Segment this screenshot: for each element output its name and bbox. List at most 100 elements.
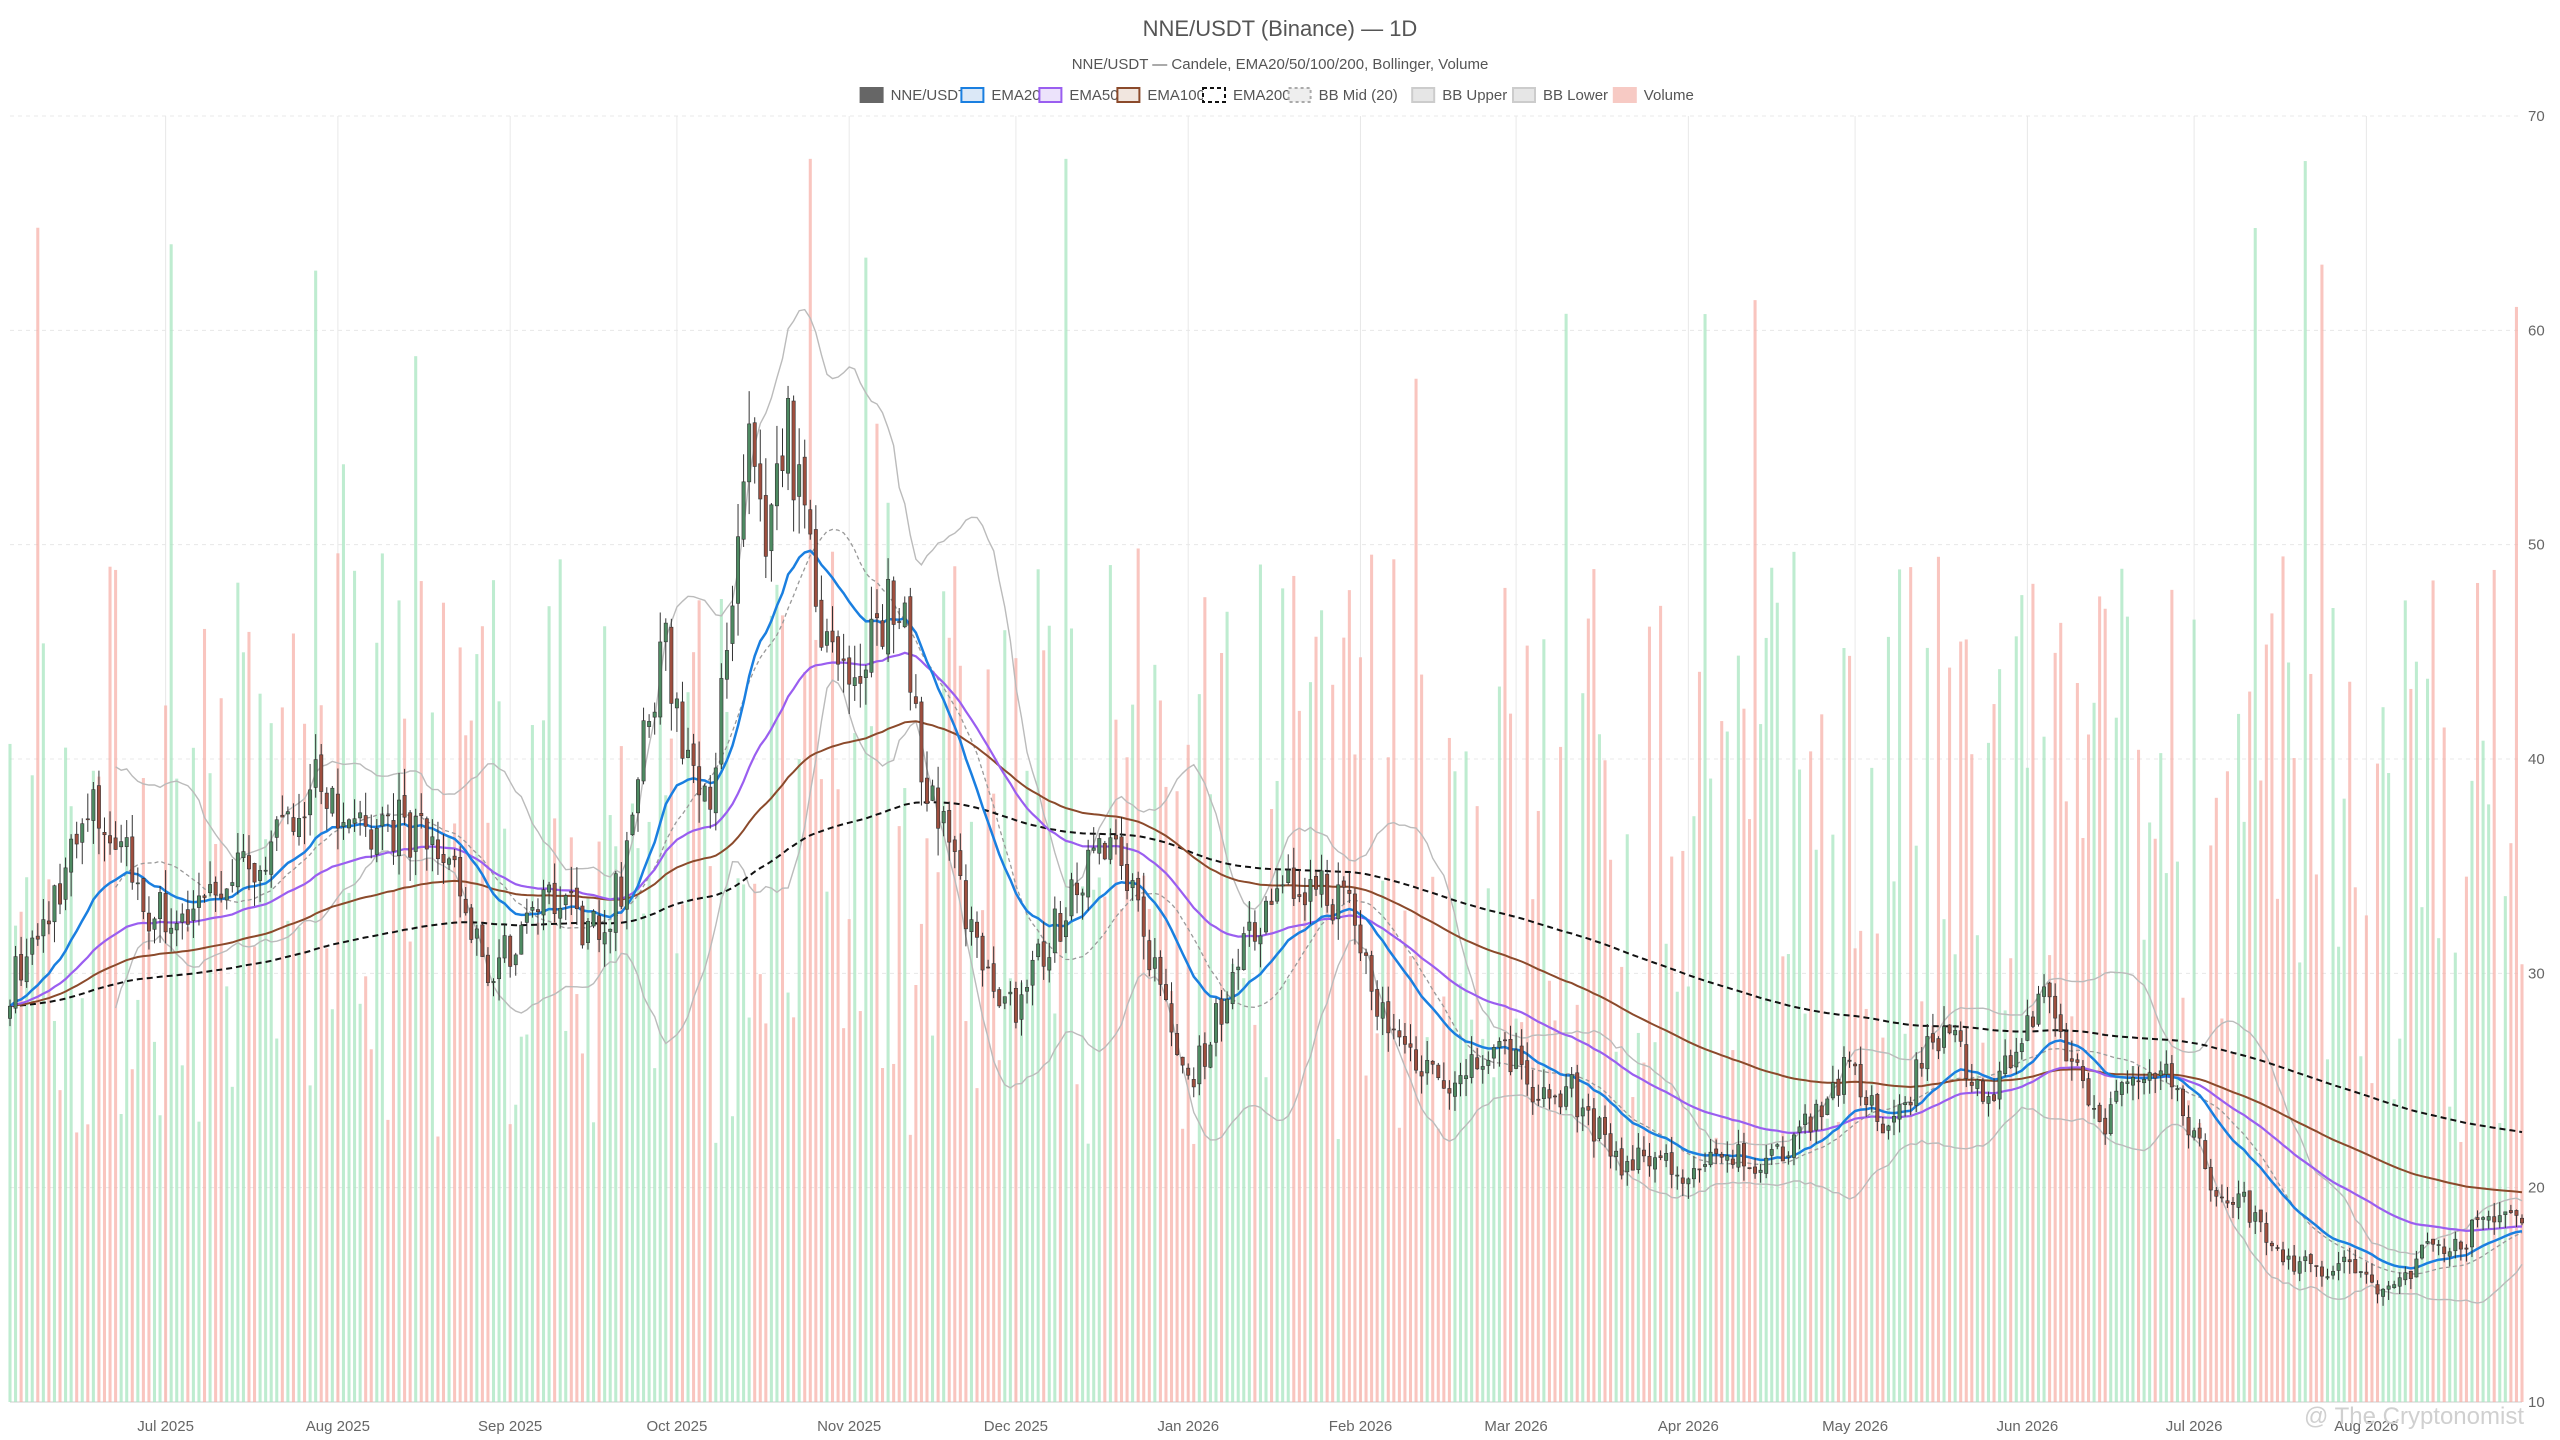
legend-swatch: [1612, 87, 1637, 103]
volume-bar: [130, 1069, 134, 1402]
candle-body: [2520, 1217, 2524, 1224]
legend-item-bb-mid: BB Mid (20): [1287, 87, 1398, 104]
volume-bar: [1097, 877, 1101, 1402]
volume-bar: [2431, 580, 2435, 1402]
candle-body: [2486, 1216, 2491, 1221]
volume-bar: [1675, 991, 1679, 1402]
candle-body: [1436, 1064, 1441, 1079]
candle-body: [219, 893, 224, 899]
volume-bar: [1848, 655, 1852, 1402]
candle-body: [780, 455, 785, 471]
volume-bar: [1092, 889, 1096, 1402]
candle-body: [1464, 1075, 1469, 1080]
candle-body: [2364, 1271, 2369, 1275]
volume-bar: [636, 848, 640, 1402]
volume-bar: [1397, 1127, 1401, 1402]
volume-bar: [1086, 1143, 1090, 1402]
volume-bar: [1147, 908, 1151, 1402]
candle-body: [530, 907, 535, 911]
candle-body: [435, 839, 440, 860]
volume-bar: [241, 652, 245, 1402]
x-tick-label: Nov 2025: [817, 1418, 881, 1435]
candle-body: [1364, 952, 1368, 956]
candle-body: [1347, 889, 1352, 894]
volume-bar: [2203, 1143, 2207, 1402]
candle-body: [2325, 1276, 2330, 1279]
candle-body: [202, 895, 207, 898]
volume-bar: [931, 1035, 935, 1402]
candle-body: [1580, 1107, 1585, 1117]
candle-body: [1164, 984, 1168, 1000]
candle-body: [1341, 880, 1346, 888]
volume-bar: [2292, 758, 2296, 1402]
candle-body: [113, 837, 118, 850]
volume-bar: [1875, 933, 1879, 1402]
volume-bar: [275, 1038, 279, 1402]
volume-bar: [2359, 1056, 2363, 1402]
volume-bar: [2348, 681, 2352, 1402]
volume-bar: [475, 654, 479, 1402]
candle-body: [1025, 987, 1029, 992]
volume-bar: [258, 693, 262, 1402]
volume-bar: [186, 927, 190, 1402]
volume-bar: [1103, 896, 1107, 1402]
volume-bar: [553, 818, 557, 1402]
volume-bar: [1270, 809, 1274, 1402]
volume-bar: [1458, 983, 1463, 1402]
candle-body: [925, 777, 929, 804]
candle-body: [952, 839, 957, 852]
candle-body: [430, 836, 435, 845]
volume-bar: [608, 815, 612, 1402]
volume-bar: [1114, 719, 1118, 1402]
candle-body: [1091, 847, 1096, 851]
candles: [8, 385, 2524, 1306]
candle-body: [2275, 1247, 2280, 1249]
volume-bar: [230, 1086, 234, 1402]
volume-bar: [1998, 669, 2002, 1402]
candle-body: [1314, 875, 1318, 890]
volume-bar: [842, 1028, 846, 1402]
volume-bar: [975, 1088, 979, 1402]
y-tick-label: 70: [2528, 108, 2545, 125]
volume-bar: [692, 652, 696, 1402]
volume-bar: [214, 844, 218, 1402]
candle-body: [1158, 956, 1163, 985]
volume-bar: [358, 1003, 362, 1402]
candle-body: [963, 880, 968, 930]
candle-body: [1063, 920, 1068, 938]
volume-bar: [380, 553, 384, 1402]
candle-body: [1452, 1082, 1457, 1097]
candle-body: [319, 754, 324, 792]
candle-body: [1247, 921, 1252, 931]
candle-body: [2214, 1190, 2219, 1197]
candle-body: [819, 599, 824, 648]
candle-body: [1997, 1070, 2002, 1100]
candle-body: [680, 701, 685, 759]
volume-bar: [2003, 1010, 2007, 1402]
candle-body: [1814, 1103, 1819, 1131]
volume-bar: [2320, 264, 2324, 1403]
candle-body: [1730, 1158, 1735, 1165]
candle-body: [886, 578, 891, 655]
candle-body: [1803, 1113, 1808, 1125]
volume-bar: [425, 858, 429, 1402]
candle-body: [369, 829, 374, 850]
candle-body: [902, 602, 907, 628]
legend-swatch: [1287, 87, 1312, 103]
candle-body: [280, 814, 285, 818]
volume-bar: [1408, 956, 1413, 1402]
candle-body: [2281, 1249, 2285, 1263]
candle-body: [1119, 836, 1124, 866]
candle-body: [1786, 1155, 1791, 1158]
candle-body: [980, 935, 985, 971]
legend-swatch: [1038, 87, 1063, 103]
candle-body: [691, 743, 696, 766]
candle-body: [447, 858, 452, 865]
legend-item-ema200: EMA200: [1202, 87, 1291, 104]
candle-body: [2397, 1277, 2402, 1287]
candle-body: [2292, 1255, 2297, 1272]
candle-body: [519, 924, 524, 955]
volume-bar: [1258, 564, 1262, 1402]
candle-body: [358, 812, 363, 819]
